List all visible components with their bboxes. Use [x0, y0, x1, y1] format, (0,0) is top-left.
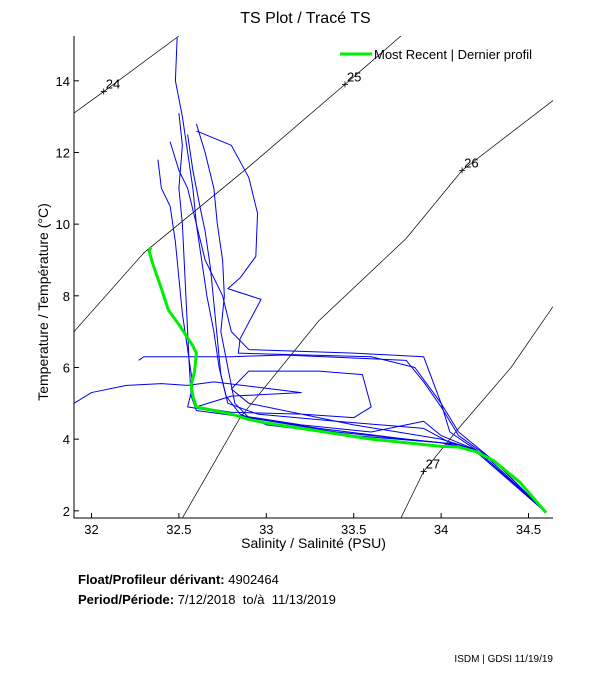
- y-axis-label: Temperature / Température (°C): [35, 203, 51, 401]
- x-axis-label: Salinity / Salinité (PSU): [241, 535, 386, 551]
- isopycnal-label: 25: [347, 69, 361, 84]
- profile-line: [169, 141, 529, 497]
- profile-line: [187, 134, 547, 513]
- most-recent-profile-line: [147, 246, 548, 514]
- y-tick-label: 4: [63, 432, 70, 447]
- isopycnal-marker: [420, 468, 427, 475]
- x-tick-label: 32.5: [166, 522, 191, 537]
- legend-label: Most Recent | Dernier profil: [374, 47, 532, 62]
- isopycnal-marker: [459, 167, 466, 174]
- x-tick-label: 34: [434, 522, 448, 537]
- y-tick-label: 8: [63, 289, 70, 304]
- period-end: 11/13/2019: [271, 592, 336, 607]
- isopycnal-line-24: [74, 36, 180, 114]
- x-tick-label: 33.5: [341, 522, 366, 537]
- float-label: Float/Profileur dérivant:: [78, 572, 225, 587]
- y-tick-label: 2: [63, 504, 70, 519]
- period-label: Period/Période:: [78, 592, 175, 607]
- footer-credit: ISDM | GDSI 11/19/19: [454, 654, 553, 665]
- isopycnal-label: 27: [426, 456, 440, 471]
- y-tick-label: 14: [56, 74, 70, 89]
- y-tick-label: 6: [63, 360, 70, 375]
- period-sep: to/à: [242, 592, 265, 607]
- period-start: 7/12/2018: [177, 592, 236, 607]
- profile-line: [178, 112, 547, 513]
- y-tick-label: 10: [56, 217, 70, 232]
- isopycnal-line-26: [182, 100, 553, 518]
- profile-line: [174, 37, 547, 513]
- axes-frame: [73, 36, 553, 519]
- isopycnal-marker: [341, 81, 348, 88]
- isopycnal-marker: [100, 88, 107, 95]
- chart-title: TS Plot / Tracé TS: [240, 10, 371, 27]
- plot-area: 24 25 26 27: [74, 36, 553, 518]
- isopycnal-label: 24: [106, 77, 120, 92]
- period-info: Period/Période: 7/12/2018 to/à 11/13/201…: [78, 592, 336, 607]
- x-tick-label: 34.5: [516, 522, 541, 537]
- profile-line: [196, 130, 547, 513]
- float-id: 4902464: [228, 572, 279, 587]
- x-tick-label: 32: [84, 522, 98, 537]
- y-tick-label: 12: [56, 145, 70, 160]
- isopycnal-label: 26: [464, 155, 478, 170]
- profile-line: [195, 123, 547, 514]
- profile-line: [74, 370, 477, 451]
- profile-line: [138, 354, 494, 462]
- isopycnal-line-27: [400, 306, 553, 518]
- x-tick-label: 33: [259, 522, 273, 537]
- profile-line: [157, 159, 477, 451]
- isopycnal-line-25: [74, 36, 402, 332]
- float-info: Float/Profileur dérivant: 4902464: [78, 572, 279, 587]
